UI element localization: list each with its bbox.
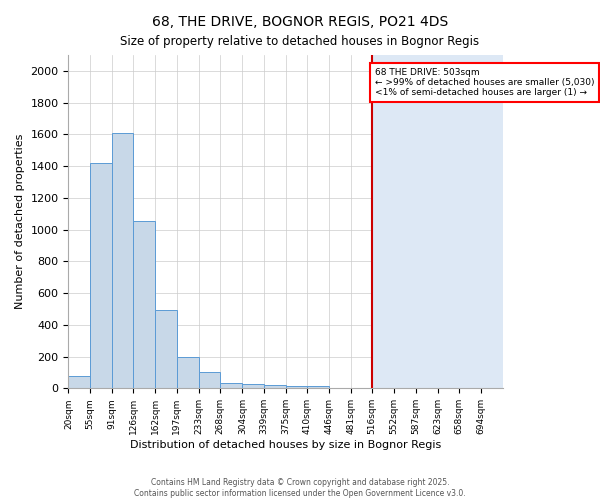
Bar (372, 55, 503, 388)
Text: 68 THE DRIVE: 503sqm
← >99% of detached houses are smaller (5,030)
<1% of semi-d: 68 THE DRIVE: 503sqm ← >99% of detached … (374, 68, 594, 98)
Bar (112, 133, 133, 388)
X-axis label: Distribution of detached houses by size in Bognor Regis: Distribution of detached houses by size … (130, 440, 441, 450)
Bar (155, 310, 177, 388)
Bar (133, 221, 155, 388)
Text: Contains HM Land Registry data © Crown copyright and database right 2025.
Contai: Contains HM Land Registry data © Crown c… (134, 478, 466, 498)
Text: Size of property relative to detached houses in Bognor Regis: Size of property relative to detached ho… (121, 35, 479, 48)
Bar (220, 383, 242, 388)
Bar (177, 356, 199, 388)
Bar (286, 386, 307, 388)
Bar (307, 386, 329, 388)
Text: 68, THE DRIVE, BOGNOR REGIS, PO21 4DS: 68, THE DRIVE, BOGNOR REGIS, PO21 4DS (152, 15, 448, 29)
Bar (68, 376, 90, 388)
Bar (264, 385, 286, 388)
Bar (242, 384, 264, 388)
Y-axis label: Number of detached properties: Number of detached properties (15, 134, 25, 310)
Bar (90, 163, 112, 388)
Bar (199, 372, 220, 388)
